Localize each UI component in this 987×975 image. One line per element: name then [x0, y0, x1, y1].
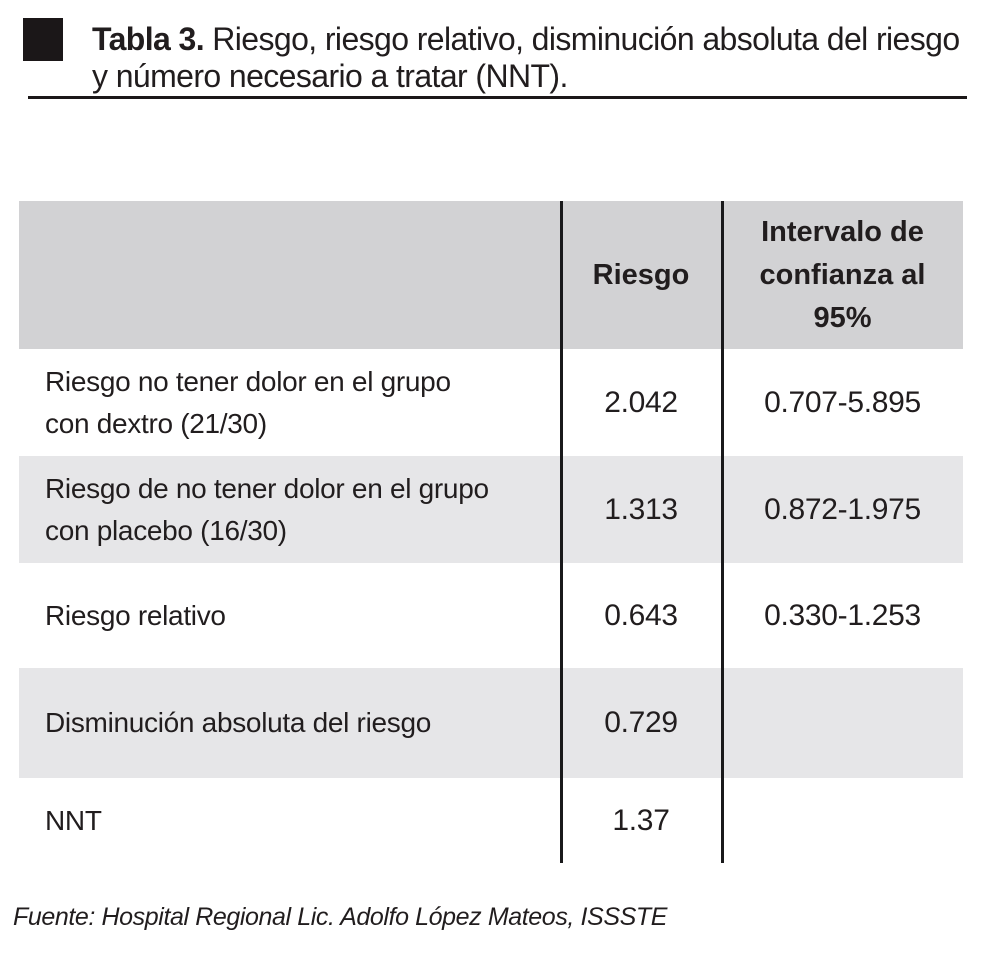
- column-divider-right: [721, 201, 724, 863]
- riesgo-value-cell: 1.37: [612, 803, 670, 837]
- ci95-value-cell: [722, 668, 963, 778]
- table-body: Riesgo no tener dolor en el grupo con de…: [19, 349, 963, 863]
- table-caption: Tabla 3. Riesgo, riesgo relativo, dismin…: [92, 21, 960, 95]
- riesgo-value-cell: 0.643: [604, 598, 678, 632]
- black-square-marker: [23, 18, 63, 61]
- row-label-cell: Riesgo de no tener dolor en el grupo con…: [45, 472, 489, 546]
- table-row: Disminución absoluta del riesgo 0.729: [19, 668, 963, 778]
- header-cell-riesgo: Riesgo: [592, 258, 690, 291]
- riesgo-value-cell: 2.042: [604, 385, 678, 419]
- riesgo-value-cell: 1.313: [604, 492, 678, 526]
- ci95-value-cell: 0.330-1.253: [764, 598, 921, 632]
- table-header-row: Riesgo Intervalo de confianza al 95%: [19, 201, 963, 349]
- ci95-value-cell: [722, 778, 963, 863]
- row-label-cell: Riesgo no tener dolor en el grupo con de…: [45, 365, 451, 439]
- ci95-value-cell: 0.707-5.895: [764, 385, 921, 419]
- ci95-value-cell: 0.872-1.975: [764, 492, 921, 526]
- table-row: Riesgo relativo 0.643 0.330-1.253: [19, 563, 963, 668]
- row-label-cell: Riesgo relativo: [45, 599, 226, 631]
- table-row: Riesgo no tener dolor en el grupo con de…: [19, 349, 963, 456]
- table-row: Riesgo de no tener dolor en el grupo con…: [19, 456, 963, 563]
- table-row: NNT 1.37: [19, 778, 963, 863]
- row-label-cell: NNT: [45, 804, 102, 836]
- data-table: Riesgo Intervalo de confianza al 95% Rie…: [19, 201, 963, 863]
- column-divider-left: [560, 201, 563, 863]
- header-cell-empty: [19, 201, 560, 349]
- horizontal-rule: [28, 96, 967, 99]
- header-cell-ci95: Intervalo de confianza al 95%: [759, 215, 926, 334]
- caption-label: Tabla 3.: [92, 21, 213, 57]
- row-label-cell: Disminución absoluta del riesgo: [45, 707, 432, 738]
- caption-text: Riesgo, riesgo relativo, disminución abs…: [92, 21, 960, 94]
- source-note: Fuente: Hospital Regional Lic. Adolfo Ló…: [13, 903, 668, 931]
- riesgo-value-cell: 0.729: [604, 706, 678, 739]
